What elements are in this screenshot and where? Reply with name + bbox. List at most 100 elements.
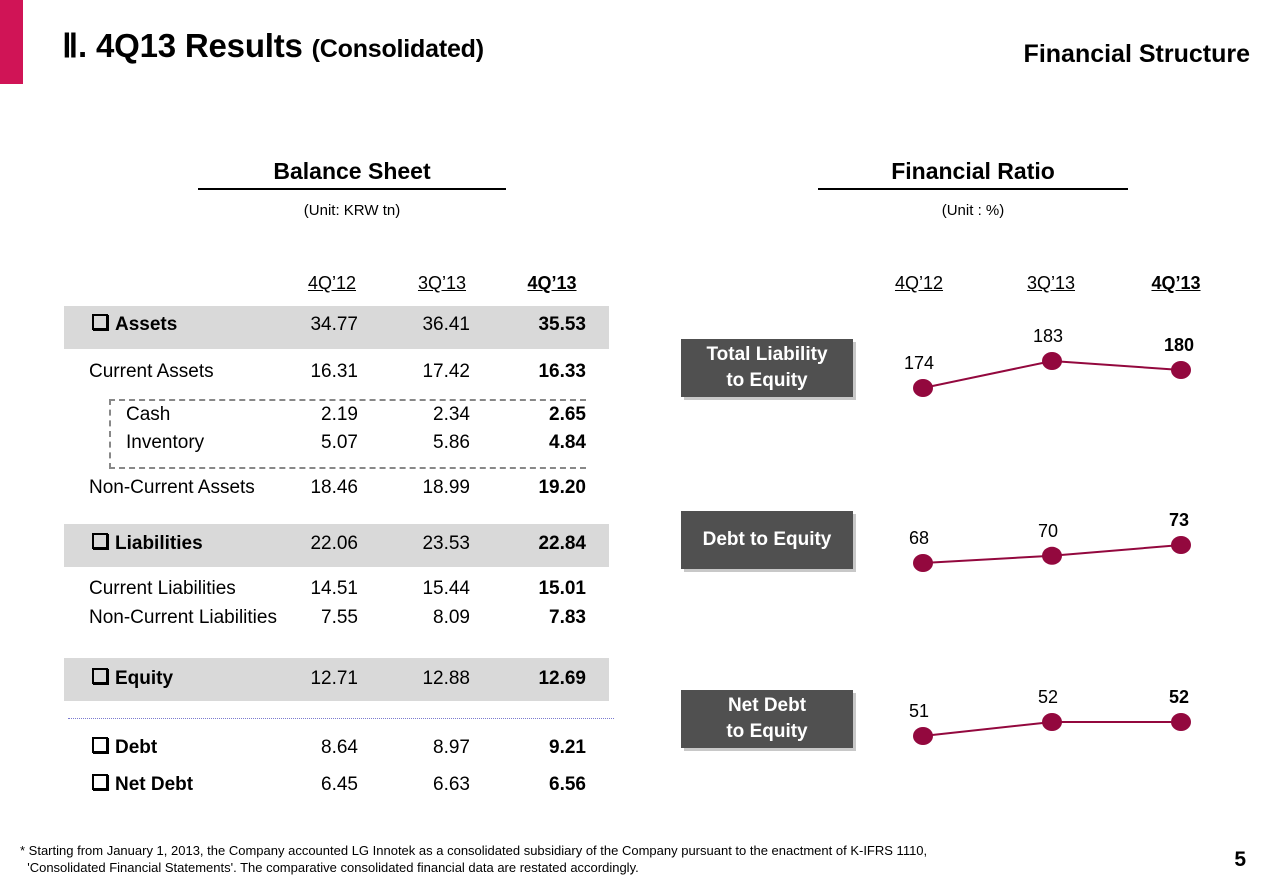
data-point [913,379,933,397]
row-label-text: Current Liabilities [89,578,236,599]
ratio-label-line: Net Debt [727,695,807,716]
title-main: 4Q13 Results [95,27,303,64]
row-value: 4.84 [549,432,586,453]
row-value: 18.99 [422,477,470,498]
balance-sheet-unit: (Unit: KRW tn) [303,202,401,219]
row-label-text: Current Assets [89,361,214,382]
row-value: 5.86 [433,432,470,453]
row-value: 36.41 [422,314,470,335]
row-value: 8.64 [321,737,358,758]
row-label-text: Cash [126,404,171,425]
series-2: 51 52 52 [909,687,1191,745]
row-label: Current Liabilities [89,578,236,600]
ratio-label-line: to Equity [726,721,808,742]
checkbox-bullet-icon [92,774,108,790]
data-label: 180 [1164,335,1194,355]
data-label: 70 [1038,521,1058,541]
accent-bar [0,0,23,84]
row-value: 18.46 [310,477,358,498]
row-label-text: Liabilities [115,533,203,554]
row-value: 6.56 [549,774,586,795]
row-value: 12.71 [310,668,358,689]
data-point [1171,713,1191,731]
financial-ratio-rule [818,188,1128,190]
title-subtitle: (Consolidated) [311,35,484,63]
row-value: 19.20 [538,477,586,498]
row-label: Non-Current Liabilities [89,607,277,629]
data-label: 51 [909,701,929,721]
row-value: 16.33 [538,361,586,382]
footnote: * Starting from January 1, 2013, the Com… [20,842,927,876]
row-value: 15.01 [538,578,586,599]
row-label: Liabilities [92,533,203,555]
checkbox-bullet-icon [92,533,108,549]
row-label: Inventory [126,432,204,454]
row-value: 8.09 [433,607,470,628]
row-label-text: Non-Current Liabilities [89,607,277,628]
current-assets-detail-box [109,399,586,469]
ratio-label-total-liability-to-equity: Total Liability to Equity [681,339,853,397]
data-point [1042,546,1062,565]
data-point [1171,536,1191,554]
row-value: 12.69 [538,668,586,689]
row-value: 22.84 [538,533,586,554]
row-value: 14.51 [310,578,358,599]
fr-col-4q13: 4Q’13 [1151,273,1201,293]
financial-ratio-unit: (Unit : %) [941,202,1005,219]
bs-col-4q12: 4Q’12 [307,273,357,293]
balance-sheet-title: Balance Sheet [273,158,431,184]
row-value: 6.45 [321,774,358,795]
row-value: 2.65 [549,404,586,425]
data-point [1042,713,1062,731]
footnote-line-1: * Starting from January 1, 2013, the Com… [20,843,928,858]
row-value: 22.06 [310,533,358,554]
ratio-label-line: Debt to Equity [702,529,832,550]
row-label-text: Equity [115,668,174,689]
row-label: Current Assets [89,361,214,383]
row-value: 17.42 [422,361,470,382]
row-value: 34.77 [310,314,358,335]
row-label-text: Assets [115,314,178,335]
ratio-label-net-debt-to-equity: Net Debt to Equity [681,690,853,748]
row-label: Net Debt [92,774,193,796]
data-label: 73 [1169,510,1189,530]
row-value: 2.19 [321,404,358,425]
page-number: 5 [1234,848,1246,871]
bs-col-3q13: 3Q’13 [417,273,467,293]
row-label: Cash [126,404,170,426]
row-label: Equity [92,668,173,690]
row-value: 7.83 [549,607,586,628]
ratio-label-line: Total Liability [706,344,828,365]
fr-col-3q13: 3Q’13 [1026,273,1076,293]
section-numeral: Ⅱ. [62,27,88,64]
row-value: 23.53 [422,533,470,554]
row-value: 8.97 [433,737,470,758]
row-value: 12.88 [422,668,470,689]
financial-ratio-title: Financial Ratio [891,158,1055,184]
ratio-label-debt-to-equity: Debt to Equity [681,511,853,569]
row-value: 9.21 [549,737,586,758]
row-value: 35.53 [538,314,586,335]
data-label: 68 [909,528,929,548]
row-label-text: Inventory [126,432,205,453]
dotted-separator [68,718,614,719]
equity-band [64,658,609,701]
checkbox-bullet-icon [92,314,108,330]
row-label: Debt [92,737,157,759]
data-point [913,554,933,572]
row-value: 7.55 [321,607,358,628]
row-label-text: Debt [115,737,158,758]
row-value: 6.63 [433,774,470,795]
footnote-line-2: 'Consolidated Financial Statements'. The… [20,860,639,875]
row-label-text: Net Debt [115,774,194,795]
series-0: 174 183 180 [904,326,1194,397]
data-point [1042,352,1062,370]
bs-col-4q13: 4Q’13 [527,273,577,293]
data-label: 183 [1033,326,1063,346]
liabilities-band [64,524,609,567]
data-label: 174 [904,353,934,373]
data-label: 52 [1038,687,1058,707]
row-label-text: Non-Current Assets [89,477,255,498]
assets-band [64,306,609,349]
